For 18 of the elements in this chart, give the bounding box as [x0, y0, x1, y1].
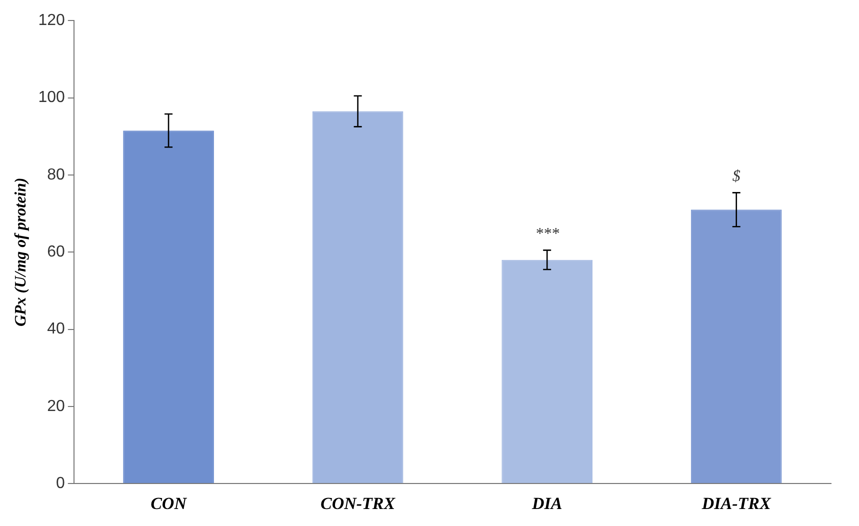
y-tick-label: 20: [47, 398, 65, 415]
x-tick-label: CON-TRX: [320, 494, 396, 514]
x-tick-label: DIA-TRX: [700, 494, 772, 514]
x-tick-label: CON: [150, 494, 188, 514]
bar: [312, 111, 404, 484]
y-tick-label: 60: [47, 244, 65, 261]
y-tick-label: 0: [56, 475, 65, 492]
bar: [123, 130, 214, 484]
y-tick-label: 80: [47, 166, 65, 184]
bar: [502, 260, 593, 484]
x-tick-label: DIA: [530, 494, 562, 514]
annotation: ***: [535, 225, 560, 242]
y-axis-title: GPx (U/mg of protein): [12, 178, 30, 327]
annotation: $: [732, 168, 740, 185]
y-tick-label: 120: [38, 12, 65, 30]
bar: [690, 210, 782, 484]
y-tick-label: 100: [38, 89, 65, 106]
y-tick-label: 40: [47, 320, 65, 338]
